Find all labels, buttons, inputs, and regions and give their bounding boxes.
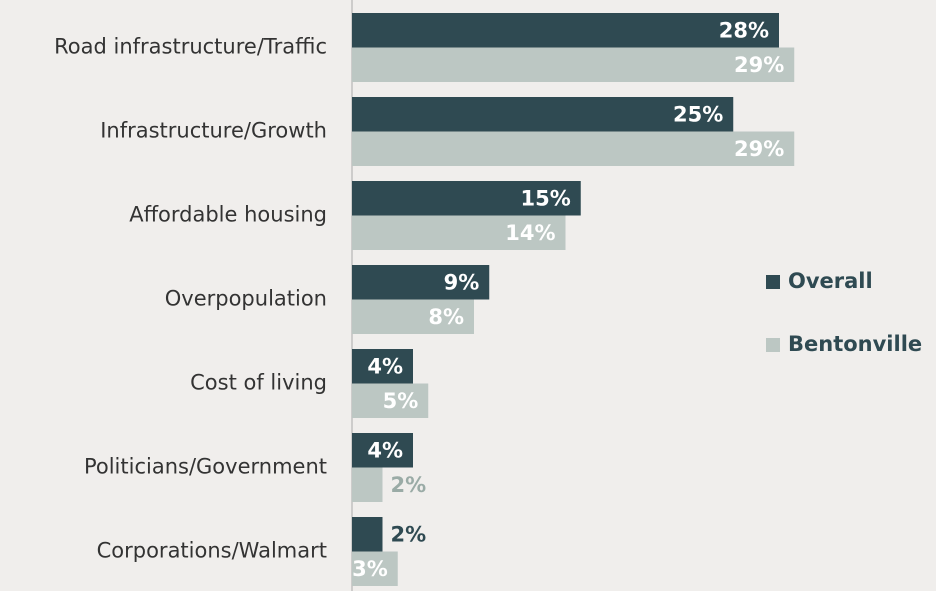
value-label: 15% [520, 186, 570, 210]
value-label: 9% [444, 270, 480, 294]
bar [352, 383, 429, 418]
category-label: Cost of living [190, 371, 327, 395]
bar [352, 467, 383, 502]
bar [352, 299, 474, 334]
bar [352, 97, 734, 132]
category-label: Corporations/Walmart [97, 539, 327, 563]
bar [352, 181, 581, 216]
legend-label: Bentonville [788, 332, 922, 356]
legend-label: Overall [788, 269, 873, 293]
value-label: 28% [719, 18, 769, 42]
category-label: Politicians/Government [84, 455, 327, 479]
bar [352, 215, 566, 250]
bar [352, 13, 779, 48]
value-label: 2% [391, 473, 427, 497]
bar [352, 551, 398, 586]
bar [352, 433, 413, 468]
value-label: 14% [505, 221, 555, 245]
category-label: Affordable housing [129, 203, 327, 227]
bar [352, 349, 413, 384]
value-label: 8% [428, 305, 464, 329]
value-label: 25% [673, 102, 723, 126]
value-label: 29% [734, 137, 784, 161]
category-label: Overpopulation [165, 287, 327, 311]
bar [352, 47, 795, 82]
bar [352, 131, 795, 166]
value-label: 3% [352, 557, 388, 581]
value-label: 29% [734, 53, 784, 77]
value-label: 5% [383, 389, 419, 413]
bar [352, 265, 490, 300]
category-label: Infrastructure/Growth [100, 119, 327, 143]
value-label: 4% [367, 354, 403, 378]
legend-swatch [766, 275, 780, 289]
category-label: Road infrastructure/Traffic [54, 35, 327, 59]
value-label: 2% [391, 522, 427, 546]
bar [352, 517, 383, 552]
value-label: 4% [367, 438, 403, 462]
legend-swatch [766, 338, 780, 352]
